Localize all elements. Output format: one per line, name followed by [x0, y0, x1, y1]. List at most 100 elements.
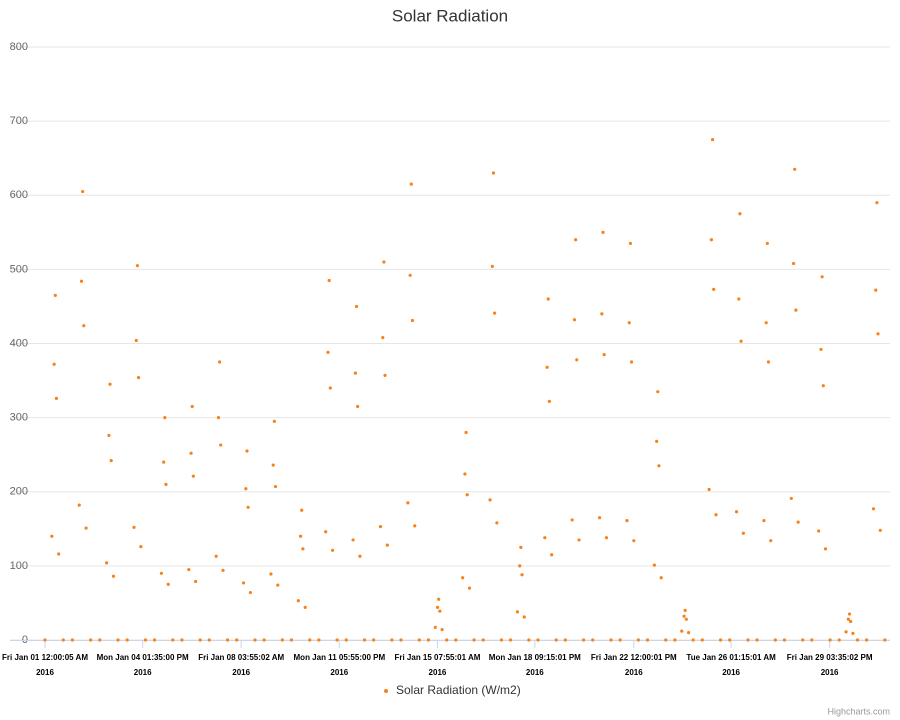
- data-point: [378, 524, 383, 529]
- data-point: [495, 521, 499, 525]
- data-point: [440, 628, 444, 632]
- data-point: [163, 416, 167, 420]
- data-point: [821, 384, 825, 388]
- data-point: [326, 350, 330, 354]
- data-point: [272, 419, 276, 423]
- legend-marker: [384, 689, 388, 693]
- legend-label[interactable]: Solar Radiation (W/m2): [396, 683, 521, 697]
- data-point: [417, 638, 421, 642]
- data-point: [135, 264, 140, 268]
- data-point: [356, 404, 360, 409]
- x-tick-label: Mon Jan 04 01:35:00 PM 2016: [96, 653, 189, 677]
- data-point: [782, 638, 787, 642]
- data-point: [413, 524, 417, 528]
- credits: Highcharts.com: [827, 706, 890, 716]
- data-point: [710, 138, 715, 142]
- x-tick-label: Mon Jan 11 05:55:00 PM 2016: [293, 653, 386, 677]
- x-tick-label: Fri Jan 15 07:55:01 AM 2016: [394, 653, 481, 677]
- data-point: [77, 503, 81, 507]
- chart-title: Solar Radiation: [392, 6, 508, 25]
- data-point: [437, 597, 441, 601]
- data-point: [461, 576, 465, 580]
- data-point: [245, 449, 249, 453]
- data-point: [657, 464, 661, 468]
- data-point: [628, 241, 632, 246]
- data-point: [789, 496, 793, 501]
- data-point: [81, 189, 85, 194]
- data-point: [152, 638, 157, 642]
- data-point: [300, 508, 304, 512]
- data-point: [773, 638, 777, 642]
- data-point: [409, 182, 413, 186]
- data-point: [221, 568, 225, 572]
- data-point: [627, 321, 631, 325]
- data-point: [515, 610, 520, 614]
- data-point: [712, 287, 716, 291]
- data-point: [709, 238, 714, 242]
- data-point: [399, 638, 403, 642]
- data-point: [878, 528, 882, 532]
- data-point: [550, 553, 554, 557]
- data-point: [353, 371, 357, 375]
- data-point: [253, 638, 257, 642]
- data-point: [280, 638, 284, 642]
- data-point: [522, 615, 526, 619]
- data-point: [572, 318, 577, 322]
- data-point: [406, 501, 410, 505]
- data-point: [50, 534, 54, 538]
- data-point: [847, 612, 852, 616]
- data-point: [219, 443, 223, 447]
- data-point: [820, 275, 824, 279]
- data-point: [618, 638, 622, 642]
- data-point: [79, 279, 84, 283]
- data-point: [577, 538, 581, 542]
- data-point: [546, 297, 550, 301]
- data-point: [273, 484, 278, 489]
- data-point: [159, 571, 163, 575]
- data-point: [467, 586, 472, 590]
- data-point: [89, 638, 93, 642]
- data-point: [246, 505, 250, 509]
- data-point: [819, 347, 823, 352]
- data-point: [139, 545, 143, 549]
- data-point: [308, 638, 312, 642]
- data-point: [851, 631, 855, 635]
- data-point: [296, 599, 300, 603]
- data-point: [362, 638, 367, 642]
- y-tick-label: 400: [10, 337, 28, 349]
- data-point: [734, 510, 739, 514]
- data-point: [301, 547, 305, 551]
- data-point: [683, 608, 687, 612]
- data-point: [324, 530, 328, 534]
- data-point: [143, 638, 148, 642]
- data-point: [262, 638, 266, 642]
- x-tick-label: Mon Jan 18 09:15:01 PM 2016: [488, 653, 581, 677]
- data-point: [271, 463, 275, 467]
- data-point: [82, 324, 86, 328]
- data-point: [464, 430, 468, 435]
- data-point: [299, 534, 303, 538]
- data-point: [235, 638, 239, 642]
- data-point: [354, 304, 359, 309]
- data-point: [171, 638, 175, 642]
- data-point: [519, 545, 523, 549]
- data-point: [454, 638, 458, 642]
- data-point: [673, 638, 677, 642]
- data-point: [796, 520, 800, 524]
- y-tick-label: 700: [10, 115, 28, 127]
- data-point: [700, 638, 704, 642]
- data-point: [682, 614, 686, 618]
- data-point: [828, 638, 832, 642]
- data-point: [111, 574, 116, 578]
- data-point: [303, 605, 307, 609]
- x-tick-label: Fri Jan 08 03:55:02 AM 2016: [198, 653, 285, 677]
- x-tick-label: Fri Jan 22 12:00:01 PM 2016: [590, 653, 677, 677]
- y-tick-label: 300: [10, 412, 28, 424]
- data-point: [714, 513, 718, 517]
- data-point: [244, 487, 248, 491]
- data-point: [43, 638, 47, 642]
- data-point: [563, 638, 567, 642]
- data-point: [269, 572, 273, 576]
- data-point: [107, 433, 111, 438]
- data-point: [166, 582, 170, 587]
